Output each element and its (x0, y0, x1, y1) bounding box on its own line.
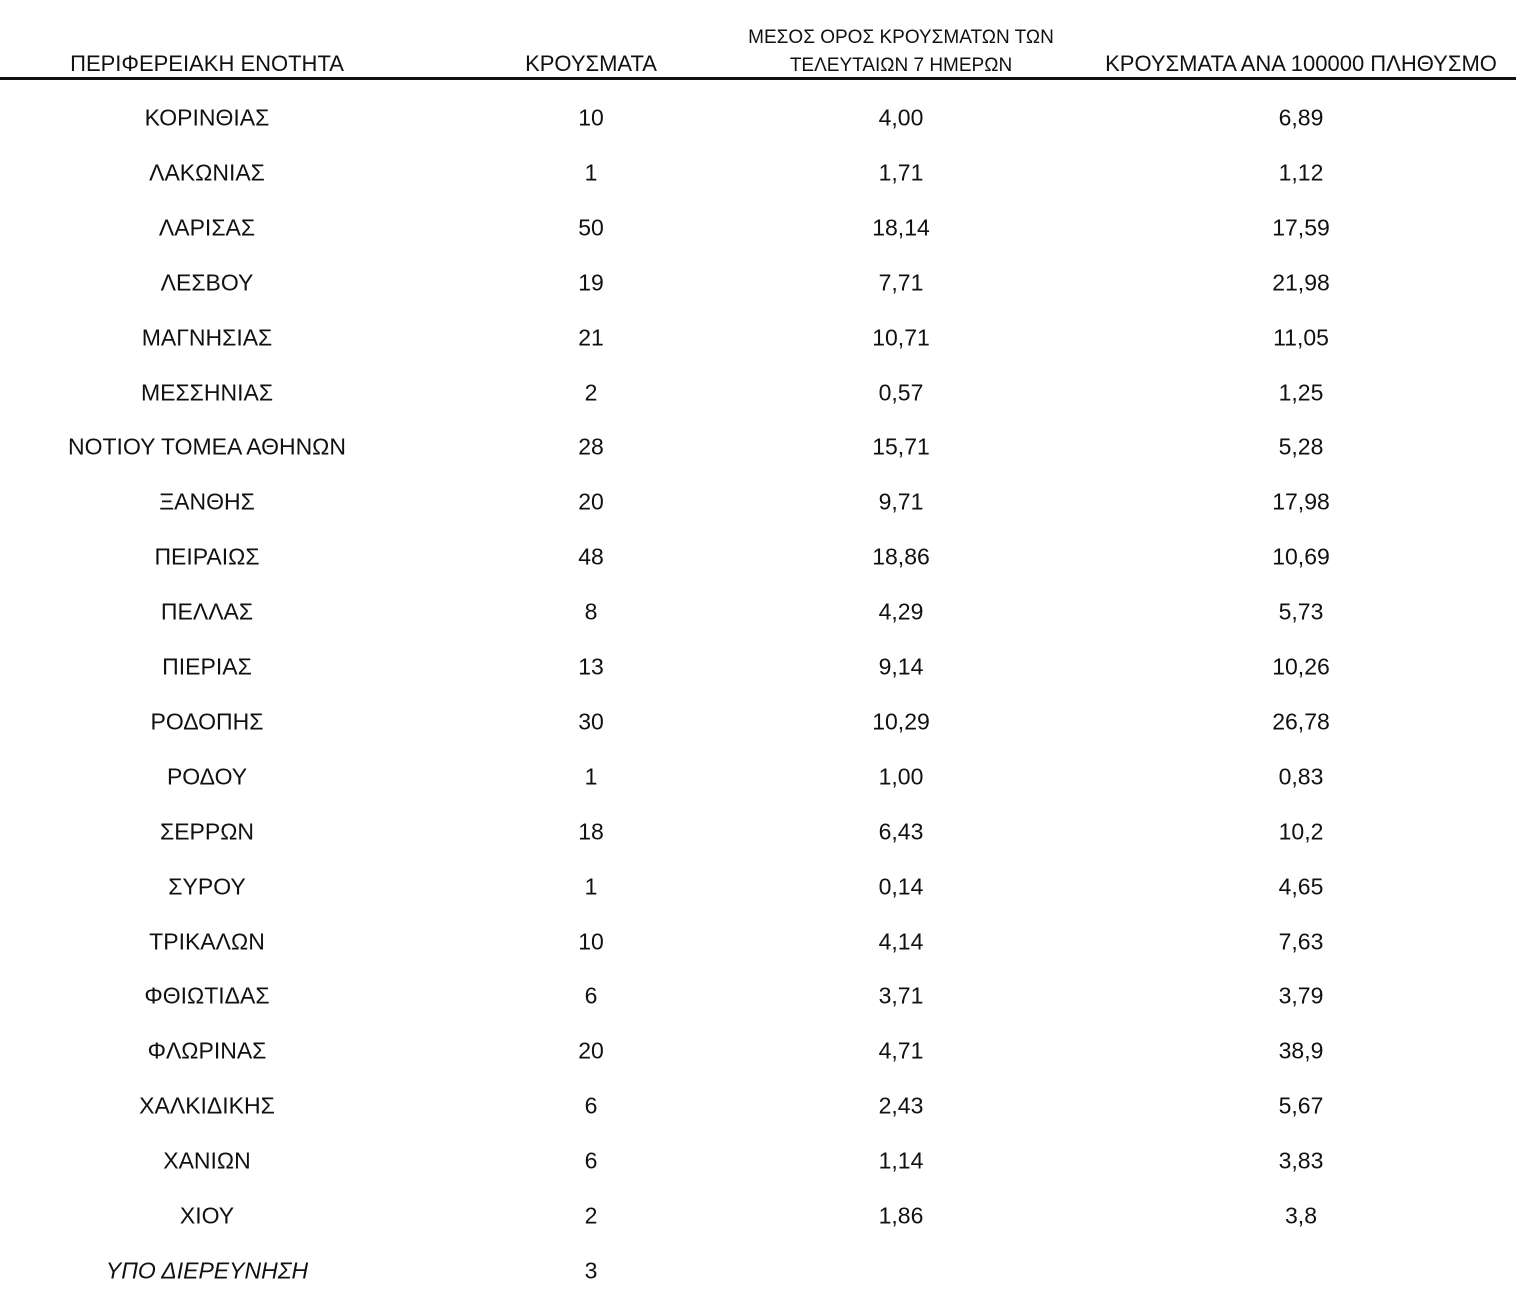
cell-value: 5,28 (1278, 433, 1324, 460)
cell-value: 18 (578, 818, 604, 845)
cell-value: 3 (584, 1257, 598, 1284)
cell-value: 11,05 (1273, 324, 1329, 351)
cell-value: 6 (584, 1147, 598, 1174)
region-name: ΦΛΩΡΙΝΑΣ (147, 1037, 267, 1064)
region-name: ΠΕΛΛΑΣ (160, 598, 254, 625)
cell-value: 8 (584, 598, 598, 625)
cell-value: 6 (584, 982, 598, 1009)
cell-value: 50 (578, 214, 604, 241)
cell-value: 0,57 (878, 379, 924, 405)
cell-value: 2 (584, 379, 598, 405)
cell-value: 10,29 (872, 708, 930, 735)
cell-value: 10,71 (872, 324, 930, 351)
cell-value: 4,14 (878, 928, 924, 954)
region-name: ΜΑΓΝΗΣΙΑΣ (141, 324, 273, 351)
cell-value: 6 (584, 1092, 598, 1119)
region-name: ΞΑΝΘΗΣ (159, 488, 255, 515)
cell-value: 10,2 (1278, 818, 1324, 845)
cell-value: 6,43 (878, 818, 924, 845)
cell-value: 26,78 (1272, 708, 1330, 735)
cell-value: 7,71 (878, 269, 924, 296)
region-name: ΣΕΡΡΩΝ (159, 818, 255, 845)
cell-value: 1,71 (878, 159, 924, 186)
region-name: ΦΘΙΩΤΙΔΑΣ (144, 982, 270, 1009)
cell-value: 1 (584, 159, 598, 186)
region-name: ΝΟΤΙΟΥ ΤΟΜΕΑ ΑΘΗΝΩΝ (68, 433, 346, 460)
region-name: ΧΑΛΚΙΔΙΚΗΣ (139, 1092, 275, 1119)
cell-value: 15,71 (872, 433, 930, 460)
cell-value: 5,73 (1278, 598, 1324, 625)
region-name: ΥΠΟ ΔΙΕΡΕΥΝΗΣΗ (105, 1257, 309, 1284)
cell-value: 10 (578, 104, 604, 131)
region-name: ΛΑΚΩΝΙΑΣ (149, 159, 265, 186)
cell-value: 4,65 (1278, 873, 1324, 900)
cell-value: 19 (578, 269, 604, 296)
cell-value: 3,83 (1278, 1147, 1324, 1174)
cell-value: 6,89 (1278, 104, 1324, 131)
region-name: ΜΕΣΣΗΝΙΑΣ (140, 379, 274, 405)
cell-value: 4,29 (878, 598, 924, 625)
region-name: ΡΟΔΟΥ (166, 763, 248, 790)
cell-value: 9,71 (878, 488, 924, 515)
cell-value: 18,14 (872, 214, 930, 241)
cell-value: 48 (578, 543, 604, 570)
cell-value: 28 (578, 433, 604, 460)
cell-value: 20 (578, 1037, 604, 1064)
cell-value: 21 (578, 324, 604, 351)
cell-value: 10,69 (1272, 543, 1330, 570)
cell-value: 1,14 (878, 1147, 924, 1174)
cell-value: 17,59 (1272, 214, 1330, 241)
cell-value: 3,79 (1278, 982, 1324, 1009)
cell-value: 1 (584, 873, 598, 900)
cell-value: 3,71 (878, 982, 924, 1009)
column-header-line: ΤΕΛΕΥΤΑΙΩΝ 7 ΗΜΕΡΩΝ (789, 55, 1013, 76)
region-name: ΛΕΣΒΟΥ (160, 269, 254, 296)
cell-value: 10,26 (1272, 653, 1330, 680)
region-name: ΠΙΕΡΙΑΣ (162, 653, 252, 680)
column-header: ΚΡΟΥΣΜΑΤΑ (525, 51, 657, 76)
cell-value: 5,67 (1278, 1092, 1324, 1119)
cell-value: 0,83 (1278, 763, 1324, 790)
cell-value: 9,14 (878, 653, 924, 680)
region-name: ΧΙΟΥ (179, 1202, 235, 1229)
header-rule (0, 77, 1516, 80)
region-name: ΠΕΙΡΑΙΩΣ (154, 543, 260, 570)
cell-value: 1 (584, 763, 598, 790)
cell-value: 30 (578, 708, 604, 735)
column-header-line: ΜΕΣΟΣ ΟΡΟΣ ΚΡΟΥΣΜΑΤΩΝ ΤΩΝ (748, 27, 1054, 48)
region-name: ΚΟΡΙΝΘΙΑΣ (144, 104, 270, 131)
region-name: ΣΥΡΟΥ (168, 873, 246, 900)
region-name: ΤΡΙΚΑΛΩΝ (149, 928, 265, 954)
cell-value: 2,43 (878, 1092, 924, 1119)
cell-value: 1,25 (1278, 379, 1324, 405)
region-name: ΧΑΝΙΩΝ (163, 1147, 251, 1174)
region-name: ΛΑΡΙΣΑΣ (158, 214, 256, 241)
column-header: ΠΕΡΙΦΕΡΕΙΑΚΗ ΕΝΟΤΗΤΑ (70, 51, 344, 76)
cell-value: 38,9 (1278, 1037, 1324, 1064)
cell-value: 1,86 (878, 1202, 924, 1229)
cell-value: 20 (578, 488, 604, 515)
cell-value: 4,71 (878, 1037, 924, 1064)
cell-value: 21,98 (1272, 269, 1330, 296)
cell-value: 1,00 (878, 763, 924, 790)
cell-value: 13 (578, 653, 604, 680)
cell-value: 17,98 (1272, 488, 1330, 515)
column-header: ΚΡΟΥΣΜΑΤΑ ΑΝΑ 100000 ΠΛΗΘΥΣΜΟ (1105, 51, 1497, 76)
cell-value: 7,63 (1278, 928, 1324, 954)
region-name: ΡΟΔΟΠΗΣ (150, 708, 264, 735)
cell-value: 10 (578, 928, 604, 954)
cell-value: 18,86 (872, 543, 930, 570)
cell-value: 0,14 (878, 873, 924, 900)
cell-value: 4,00 (878, 104, 924, 131)
cell-value: 3,8 (1285, 1202, 1317, 1229)
cell-value: 1,12 (1278, 159, 1324, 186)
cell-value: 2 (584, 1202, 598, 1229)
